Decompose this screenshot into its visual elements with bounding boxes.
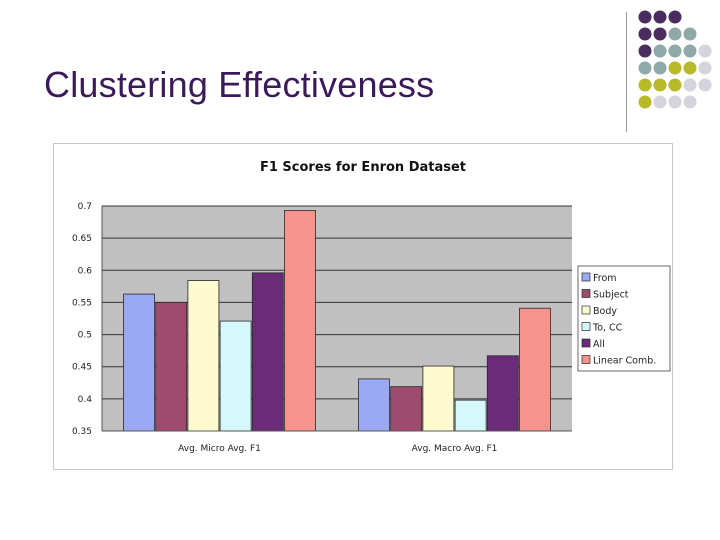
chart-title: F1 Scores for Enron Dataset	[260, 160, 466, 175]
bar	[422, 365, 455, 432]
legend-label: All	[593, 339, 605, 350]
legend-label: Subject	[593, 290, 629, 301]
decorative-dot	[638, 44, 652, 58]
decorative-dot-grid	[638, 10, 712, 109]
bar	[284, 210, 316, 432]
legend-swatch	[581, 322, 591, 331]
decorative-dot	[638, 10, 652, 24]
y-tick-label: 0.4	[78, 395, 93, 405]
decorative-divider-line	[626, 12, 627, 132]
legend-swatch	[581, 272, 591, 282]
decorative-dot	[668, 27, 682, 41]
decorative-dot	[683, 95, 697, 109]
decorative-dot	[653, 10, 667, 24]
decorative-dot	[683, 27, 697, 41]
y-tick-label: 0.55	[72, 298, 92, 308]
decorative-dot	[653, 27, 667, 41]
decorative-dot	[653, 78, 667, 92]
bar	[454, 399, 487, 432]
decorative-dot	[683, 44, 697, 58]
legend-label: To, CC	[592, 323, 623, 334]
y-tick-label: 0.5	[78, 331, 92, 341]
slide-title: Clustering Effectiveness	[44, 64, 435, 105]
bar	[519, 307, 551, 432]
decorative-dot	[698, 78, 712, 92]
decorative-dot	[668, 78, 682, 92]
bar	[123, 293, 155, 432]
f1-bar-chart: F1 Scores for Enron Dataset 0.35 0.4 0.45 0…	[72, 160, 671, 454]
decorative-dot	[653, 44, 667, 58]
legend-label: Linear Comb.	[593, 356, 656, 367]
decorative-dot	[653, 61, 667, 75]
bar	[187, 280, 220, 432]
legend-label: From	[593, 273, 617, 284]
legend-swatch	[581, 305, 591, 315]
x-category-label: Avg. Micro Avg. F1	[178, 444, 261, 454]
decorative-dot	[668, 61, 682, 75]
legend-label: Body	[593, 306, 617, 317]
bar	[486, 355, 519, 432]
decorative-dot	[668, 10, 682, 24]
decorative-dot	[698, 61, 712, 75]
y-tick-label: 0.7	[78, 202, 92, 212]
legend-box	[577, 265, 671, 372]
decorative-dot	[698, 44, 712, 58]
x-category-label: Avg. Macro Avg. F1	[412, 444, 498, 454]
bar	[390, 386, 423, 432]
legend-swatch	[581, 355, 591, 364]
decorative-dot	[638, 95, 652, 109]
decorative-dot	[653, 95, 667, 109]
y-tick-label: 0.65	[72, 234, 92, 244]
chart-container: F1 Scores for Enron Dataset 0.35 0.4 0.45 0…	[53, 143, 673, 470]
decorative-dot	[638, 27, 652, 41]
decorative-dot	[638, 78, 652, 92]
decorative-dot	[683, 78, 697, 92]
decorative-dot	[668, 44, 682, 58]
decorative-dot	[668, 95, 682, 109]
y-tick-label: 0.45	[72, 363, 92, 373]
legend-swatch	[581, 338, 591, 348]
bar	[155, 302, 188, 432]
y-tick-label: 0.35	[72, 427, 92, 437]
y-tick-label: 0.6	[78, 266, 93, 276]
decorative-dot	[683, 61, 697, 75]
bar	[358, 378, 390, 432]
legend-swatch	[581, 289, 591, 298]
bar	[219, 320, 252, 432]
bar	[251, 272, 284, 432]
decorative-dot	[638, 61, 652, 75]
